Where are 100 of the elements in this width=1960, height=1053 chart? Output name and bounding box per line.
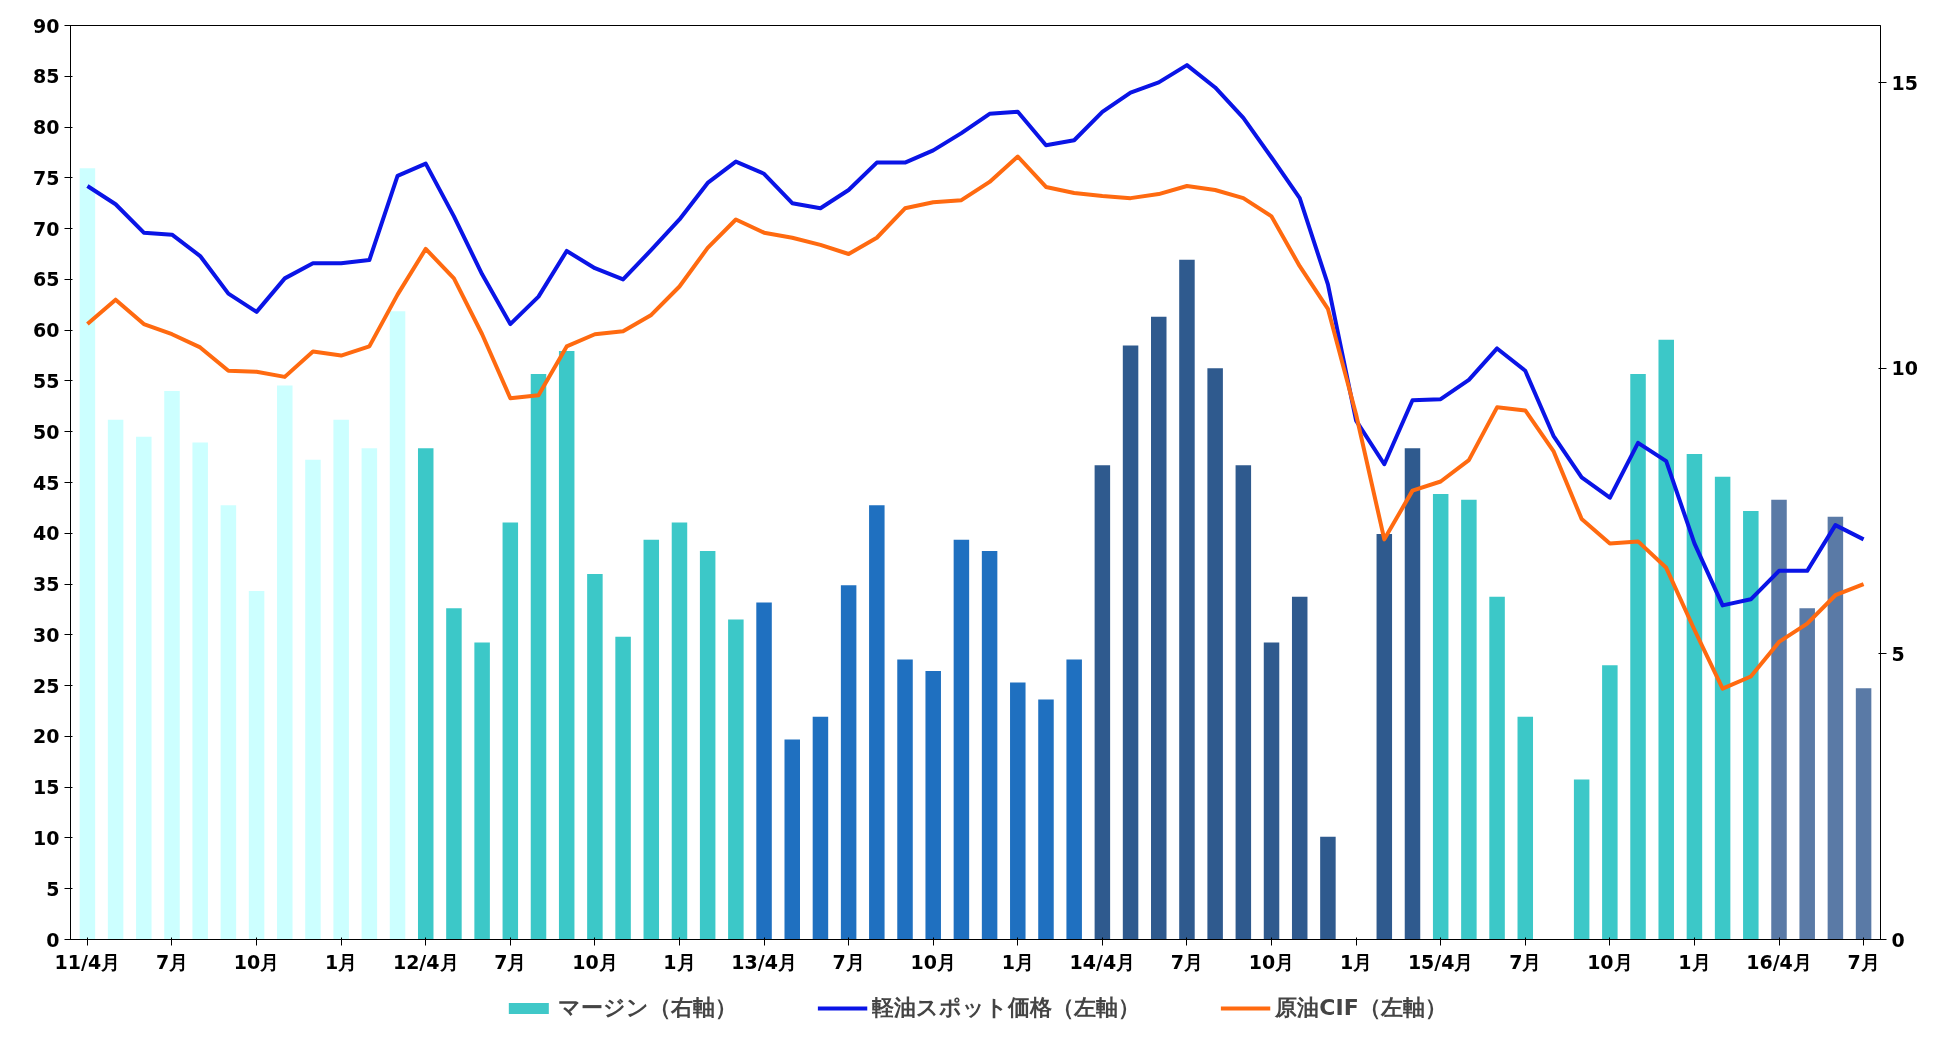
bar bbox=[1320, 836, 1336, 940]
bar bbox=[558, 351, 575, 940]
bar bbox=[587, 573, 603, 940]
bar bbox=[1630, 373, 1646, 940]
x-tick-label: 10月 bbox=[1587, 950, 1633, 973]
bar bbox=[1799, 608, 1815, 940]
y-tick-label: 5 bbox=[46, 877, 60, 900]
x-tick-label: 10月 bbox=[572, 950, 618, 973]
bar bbox=[756, 602, 772, 940]
y-tick-label: 20 bbox=[33, 725, 60, 748]
bar bbox=[1010, 682, 1026, 940]
y-tick-label: 75 bbox=[33, 166, 60, 189]
bar bbox=[530, 373, 547, 940]
x-tick-label: 10月 bbox=[1248, 950, 1295, 973]
bar bbox=[1855, 688, 1872, 940]
bar bbox=[1235, 465, 1252, 940]
bar bbox=[1376, 533, 1393, 940]
bar bbox=[192, 442, 208, 940]
bar bbox=[840, 585, 857, 940]
bar bbox=[981, 551, 998, 940]
y-tick-label: 0 bbox=[46, 928, 60, 951]
bar bbox=[361, 448, 378, 940]
bar bbox=[953, 539, 970, 940]
bar bbox=[136, 436, 152, 940]
bar bbox=[1038, 699, 1054, 940]
y-tick-label: 50 bbox=[33, 420, 60, 443]
bar bbox=[1207, 368, 1223, 940]
x-tick-label: 7月 bbox=[1170, 950, 1204, 973]
x-tick-label: 16/4月 bbox=[1746, 950, 1812, 973]
x-tick-label: 10月 bbox=[910, 950, 956, 973]
bar bbox=[79, 168, 96, 940]
y-tick-label: 35 bbox=[33, 573, 60, 596]
legend-label: マージン（右軸） bbox=[558, 993, 738, 1022]
bar bbox=[417, 448, 434, 940]
bar bbox=[1489, 596, 1505, 940]
bar bbox=[784, 739, 800, 940]
bar bbox=[812, 716, 829, 940]
x-tick-label: 10月 bbox=[233, 950, 280, 973]
y2-tick-label: 10 bbox=[1891, 357, 1918, 380]
legend-label: 軽油スポット価格（左軸） bbox=[872, 993, 1141, 1022]
bar bbox=[1151, 316, 1167, 940]
bar bbox=[1291, 596, 1308, 940]
bar bbox=[389, 311, 406, 940]
bar bbox=[897, 659, 913, 940]
bar bbox=[1686, 453, 1703, 940]
bar bbox=[248, 591, 265, 940]
y-tick-label: 30 bbox=[33, 623, 60, 646]
bar bbox=[474, 642, 490, 940]
x-tick-label: 7月 bbox=[155, 950, 189, 973]
x-tick-label: 12/4月 bbox=[392, 950, 459, 973]
y2-tick-label: 5 bbox=[1891, 642, 1905, 665]
y-tick-label: 65 bbox=[33, 268, 60, 291]
x-tick-label: 1月 bbox=[1340, 950, 1373, 973]
bar bbox=[1263, 642, 1280, 940]
bar bbox=[1179, 259, 1195, 940]
bar bbox=[925, 671, 941, 940]
x-tick-label: 1月 bbox=[663, 950, 696, 973]
y-tick-label: 10 bbox=[33, 826, 60, 849]
y-tick-label: 80 bbox=[33, 116, 60, 139]
x-tick-label: 13/4月 bbox=[731, 950, 797, 973]
bar bbox=[1827, 516, 1844, 940]
x-tick-label: 15/4月 bbox=[1407, 950, 1474, 973]
bar bbox=[277, 385, 293, 940]
y-tick-label: 60 bbox=[33, 319, 60, 342]
x-tick-label: 1月 bbox=[1001, 950, 1034, 973]
bar bbox=[728, 619, 744, 940]
bar bbox=[1743, 511, 1759, 940]
bar bbox=[1714, 476, 1731, 940]
bar bbox=[1066, 659, 1082, 940]
x-tick-label: 1月 bbox=[325, 950, 358, 973]
bar bbox=[1404, 448, 1421, 940]
bar bbox=[446, 608, 462, 940]
bar bbox=[643, 539, 660, 940]
bar bbox=[699, 551, 716, 940]
y-tick-label: 55 bbox=[33, 369, 60, 392]
y-tick-label: 40 bbox=[33, 522, 60, 545]
bar bbox=[1094, 465, 1111, 940]
bar bbox=[671, 522, 688, 940]
bar bbox=[615, 636, 631, 940]
x-tick-label: 7月 bbox=[1847, 950, 1880, 973]
line-series bbox=[85, 154, 1866, 691]
y-tick-label: 15 bbox=[33, 776, 60, 799]
x-tick-label: 11/4月 bbox=[54, 950, 121, 973]
y-tick-label: 85 bbox=[33, 65, 60, 88]
bar bbox=[502, 522, 519, 940]
y-tick-label: 90 bbox=[33, 14, 60, 37]
bar bbox=[1432, 493, 1449, 940]
x-tick-label: 7月 bbox=[494, 950, 527, 973]
bar bbox=[869, 505, 885, 940]
bar bbox=[1771, 499, 1787, 940]
y2-tick-label: 0 bbox=[1891, 928, 1905, 951]
y-tick-label: 25 bbox=[33, 674, 60, 697]
x-tick-label: 1月 bbox=[1678, 950, 1711, 973]
y2-tick-label: 15 bbox=[1891, 71, 1918, 94]
line-series bbox=[85, 63, 1866, 608]
y-tick-label: 45 bbox=[33, 471, 60, 494]
bar bbox=[107, 419, 124, 940]
bar bbox=[220, 505, 237, 940]
bar bbox=[164, 391, 180, 940]
legend-label: 原油CIF（左軸） bbox=[1275, 993, 1447, 1022]
